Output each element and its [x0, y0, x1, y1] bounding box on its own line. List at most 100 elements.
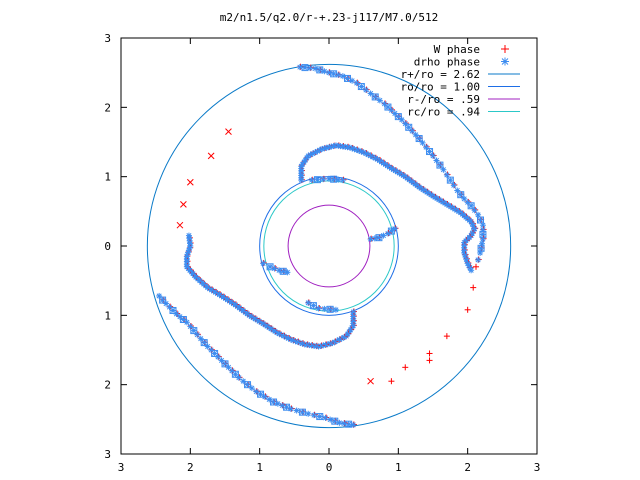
- point-middle-upper-106-d-d2: [463, 256, 469, 262]
- point-trail-upper-1-b: [186, 178, 194, 186]
- point-outer-lower-left-31-d-d2: [212, 350, 218, 357]
- point-middle-upper-69-d-d2: [430, 193, 436, 199]
- point-inner-right-1-d-d2: [388, 228, 394, 234]
- point-inner-left-1-d: [267, 263, 274, 270]
- point-outer-upper-right-23-d-d2: [399, 117, 405, 123]
- point-outer-lower-left-44-d-d2: [166, 304, 173, 310]
- point-inner-top-4-d-d2: [331, 176, 337, 182]
- point-outer-lower-left-4-d-d2: [332, 418, 338, 424]
- point-outer-upper-right-40-d-d2: [458, 192, 464, 198]
- point-outer-lower-left-1-d-d2: [346, 421, 352, 427]
- y-tick-label-0: 3: [104, 448, 111, 461]
- point-outer-upper-right-2-d: [307, 65, 314, 72]
- point-inner-right-4-d: [375, 234, 382, 241]
- point-middle-lower-50-d-d2: [256, 318, 262, 324]
- point-trail-upper-3-b: [225, 128, 232, 135]
- radius-circle-0: [146, 63, 512, 429]
- point-outer-lower-left-26-d-d2: [229, 368, 235, 374]
- point-trail-upper-5: [367, 377, 374, 385]
- point-outer-lower-left-31-d: [211, 350, 218, 357]
- point-inner-top-6-d-d2: [340, 177, 346, 183]
- point-inner-bottom-1-box: [309, 302, 317, 310]
- point-middle-upper-79-d-d2: [450, 205, 456, 211]
- point-inner-right-6-d: [367, 236, 374, 243]
- point-outer-upper-right-1-d-d2: [302, 65, 308, 71]
- point-outer-upper-right-7-d-d2: [331, 71, 337, 77]
- point-middle-upper-70-d-d2: [432, 194, 438, 200]
- point-outer-upper-right-40-box: [457, 191, 465, 199]
- point-outer-upper-right-12-d-d2: [354, 80, 360, 86]
- point-middle-upper-80-d-d2: [452, 206, 458, 212]
- point-middle-lower-101-d-d2: [186, 233, 192, 239]
- point-middle-upper-51-d-d2: [394, 169, 400, 175]
- point-inner-top-2-d-d2: [320, 176, 326, 182]
- point-inner-top-1-d: [314, 176, 321, 183]
- point-middle-upper-34-d-d2: [358, 149, 364, 155]
- point-middle-upper-49-d-d2: [390, 166, 396, 173]
- point-outer-upper-right-45-d-d2: [475, 212, 481, 218]
- point-outer-lower-left-25-d-d2: [232, 371, 238, 377]
- point-trail-lower-7: [388, 378, 395, 385]
- point-inner-left-2-d: [271, 265, 278, 272]
- point-outer-upper-right-27-d-d2: [413, 132, 419, 138]
- point-outer-upper-right-7-d: [330, 70, 337, 77]
- point-middle-upper-82-d-d2: [456, 208, 462, 215]
- point-middle-lower-48-d-d2: [260, 321, 266, 327]
- point-outer-upper-right-25-box: [405, 123, 413, 131]
- x-tick-label-2: 1: [256, 461, 263, 474]
- point-outer-lower-left-10-box: [298, 408, 306, 416]
- point-trail-upper-5-b: [367, 377, 374, 385]
- point-outer-lower-left-34-d: [201, 339, 208, 346]
- point-inner-left-1-d-d2: [267, 264, 273, 270]
- point-outer-upper-right-22-d-d2: [395, 114, 401, 120]
- point-inner-left-5-d: [284, 269, 291, 276]
- point-inner-top-1-d-d2: [314, 177, 320, 183]
- point-outer-upper-right-16-box: [371, 93, 379, 101]
- point-outer-upper-right-38-d-d2: [451, 182, 457, 188]
- point-outer-lower-left-35-d: [197, 335, 204, 342]
- point-middle-upper-38-d-d2: [368, 153, 374, 159]
- point-outer-upper-right-28-d-d2: [416, 135, 422, 142]
- point-trail-upper-0-b: [207, 152, 215, 160]
- point-middle-lower-101-d: [185, 232, 192, 239]
- point-middle-lower-52-d-d2: [252, 316, 258, 322]
- point-inner-top-6-d: [339, 177, 346, 184]
- point-outer-lower-left-41-d-d2: [177, 314, 183, 320]
- y-tick-label-1: 2: [104, 379, 111, 392]
- point-outer-lower-left-6-d: [322, 414, 329, 421]
- point-outer-lower-left-1-d: [345, 421, 352, 428]
- point-middle-upper-76-d-d2: [444, 201, 450, 207]
- point-outer-upper-right-5-d-d2: [321, 68, 327, 74]
- point-outer-lower-left-7-box: [316, 413, 324, 421]
- point-outer-upper-right-14-d-d2: [363, 87, 369, 93]
- point-middle-upper-77-d-d2: [446, 203, 452, 209]
- point-outer-lower-left-8-d-d2: [311, 412, 317, 418]
- point-outer-upper-right-19-d-d2: [385, 104, 391, 110]
- point-outer-lower-left-47-d: [156, 292, 163, 299]
- point-outer-lower-left-6-d-d2: [322, 415, 329, 421]
- point-inner-bottom-5-d: [332, 306, 339, 313]
- point-outer-upper-right-19-box: [384, 103, 392, 111]
- point-outer-upper-right-53-d-d2: [477, 250, 483, 256]
- y-tick-label-4: 1: [104, 171, 111, 184]
- point-middle-lower-32-d-d2: [295, 339, 301, 345]
- point-outer-upper-right-24-d-d2: [402, 121, 408, 127]
- legend-label-3: ro/ro = 1.00: [401, 81, 480, 94]
- point-middle-upper-50-d-d2: [392, 168, 398, 174]
- point-middle-upper-81-d-d2: [454, 207, 460, 213]
- point-outer-upper-right-44-d-d2: [472, 207, 478, 213]
- point-outer-upper-right-32-d: [430, 152, 436, 159]
- point-inner-right-2-d-d2: [385, 230, 391, 237]
- point-outer-upper-right-31-d-d2: [426, 148, 433, 155]
- point-outer-upper-right-1-d: [301, 64, 308, 71]
- point-outer-upper-right-52-d-d2: [478, 245, 484, 251]
- point-middle-upper-111-d-d2: [468, 267, 474, 273]
- point-outer-lower-left-46-d-d2: [160, 297, 166, 303]
- point-trail-upper-3: [225, 128, 232, 135]
- point-trail-upper-2: [180, 201, 187, 208]
- point-inner-right-5-d-d2: [372, 235, 378, 241]
- point-middle-upper-72-d-d2: [436, 197, 442, 203]
- point-outer-upper-right-17-d: [376, 97, 383, 104]
